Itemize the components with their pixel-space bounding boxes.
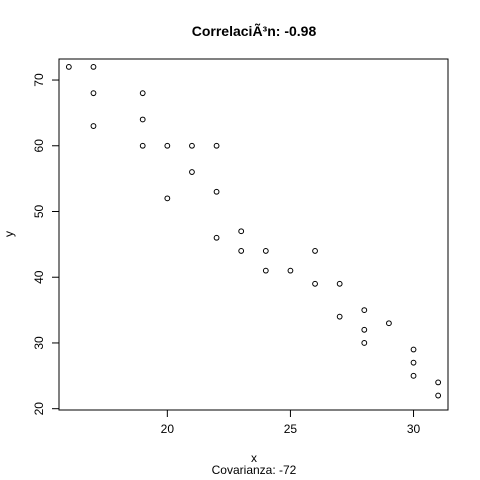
y-tick-label: 30 <box>32 336 46 350</box>
data-point <box>435 392 442 399</box>
x-axis-label: x <box>251 451 257 465</box>
data-point <box>189 142 195 149</box>
data-point <box>336 313 343 320</box>
data-point <box>90 90 97 97</box>
data-point <box>262 248 269 254</box>
chart-subtitle: Covarianza: -72 <box>212 463 297 477</box>
chart-title: CorrelaciÃ³n: -0.98 <box>192 22 317 39</box>
plot-frame <box>58 58 449 411</box>
data-point <box>213 234 220 241</box>
data-point <box>189 169 195 175</box>
data-point <box>262 267 269 274</box>
y-tick-label: 60 <box>32 139 46 153</box>
y-axis: 20 30 40 50 60 70 <box>32 73 60 416</box>
data-point <box>238 228 245 235</box>
data-point <box>287 267 294 274</box>
data-point <box>361 307 368 313</box>
x-tick-label: 20 <box>161 422 175 436</box>
x-tick-label: 25 <box>284 422 298 436</box>
data-point <box>213 142 220 149</box>
x-axis: 20 25 30 <box>161 409 421 436</box>
data-point <box>90 123 97 129</box>
data-point <box>139 90 146 97</box>
data-point <box>410 359 417 366</box>
data-point <box>312 248 318 254</box>
data-point <box>386 320 392 327</box>
x-tick-label: 30 <box>407 422 421 436</box>
data-point <box>361 326 368 333</box>
data-point <box>139 142 146 149</box>
data-point <box>361 340 368 346</box>
data-point <box>238 248 245 254</box>
y-tick-label: 40 <box>32 270 46 284</box>
data-point <box>213 188 220 195</box>
data-point <box>435 379 442 386</box>
data-point <box>65 63 72 70</box>
data-point <box>410 372 417 379</box>
data-points <box>65 63 442 399</box>
data-point <box>312 280 318 287</box>
y-tick-label: 50 <box>32 205 46 219</box>
y-axis-label: y <box>2 231 16 237</box>
data-point <box>139 116 146 123</box>
y-tick-label: 70 <box>32 73 46 87</box>
data-point <box>336 280 343 287</box>
data-point <box>90 63 97 70</box>
y-tick-label: 20 <box>32 402 46 416</box>
data-point <box>410 346 417 353</box>
data-point <box>164 195 171 202</box>
data-point <box>164 142 171 149</box>
